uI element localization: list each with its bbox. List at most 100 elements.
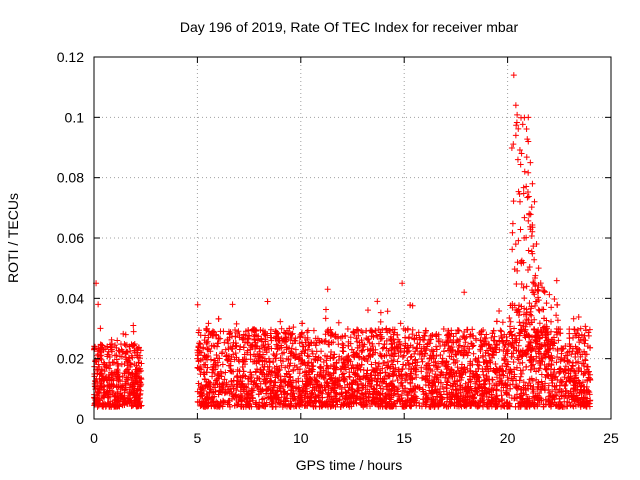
data-point	[101, 400, 108, 407]
data-point	[424, 341, 431, 348]
data-point	[482, 335, 489, 342]
data-point	[353, 378, 360, 385]
data-point	[548, 401, 555, 408]
data-point	[391, 399, 398, 406]
data-point	[114, 337, 121, 344]
data-point	[336, 391, 343, 398]
data-point	[326, 341, 333, 348]
data-point	[475, 359, 482, 366]
data-point	[299, 343, 306, 350]
data-point	[217, 368, 224, 375]
data-point	[547, 392, 554, 399]
data-point	[506, 323, 513, 330]
data-point	[525, 247, 532, 254]
data-point	[272, 355, 279, 362]
data-point	[452, 381, 459, 388]
data-point	[404, 357, 411, 364]
data-point	[267, 334, 274, 341]
data-point	[272, 403, 279, 410]
data-point	[333, 390, 340, 397]
data-point	[557, 403, 564, 410]
data-point	[132, 397, 139, 404]
data-point	[281, 338, 288, 345]
data-point	[355, 387, 362, 394]
data-point	[556, 382, 563, 389]
data-point	[243, 395, 250, 402]
data-point	[397, 341, 404, 348]
data-point	[205, 320, 212, 327]
data-point	[335, 357, 342, 364]
data-point	[421, 332, 428, 339]
data-point	[536, 350, 543, 357]
data-point	[359, 341, 366, 348]
data-point	[415, 384, 422, 391]
data-point	[515, 356, 522, 363]
data-point	[475, 365, 482, 372]
data-point	[462, 384, 469, 391]
data-point	[344, 326, 351, 333]
data-point	[527, 159, 534, 166]
y-tick-label: 0.12	[57, 49, 84, 65]
data-point	[406, 388, 413, 395]
data-point	[379, 398, 386, 405]
data-point	[390, 336, 397, 343]
data-point	[574, 327, 581, 334]
data-point	[299, 320, 306, 327]
data-point	[473, 372, 480, 379]
y-axis-label: ROTI / TECUs	[5, 193, 21, 283]
data-point	[136, 399, 143, 406]
data-point	[322, 373, 329, 380]
data-point	[347, 334, 354, 341]
data-point	[211, 393, 218, 400]
data-point	[261, 347, 268, 354]
data-point	[529, 180, 536, 187]
data-point	[350, 329, 357, 336]
data-point	[298, 339, 305, 346]
data-point	[108, 376, 115, 383]
data-point	[521, 214, 528, 221]
data-point	[284, 395, 291, 402]
grid-lines	[94, 57, 611, 419]
data-point	[273, 341, 280, 348]
data-point	[111, 359, 118, 366]
data-point	[98, 384, 105, 391]
data-point	[520, 367, 527, 374]
data-point	[218, 389, 225, 396]
data-point	[553, 312, 560, 319]
data-point	[108, 381, 115, 388]
data-point	[454, 364, 461, 371]
data-point	[208, 342, 215, 349]
data-point	[98, 377, 105, 384]
data-point	[479, 368, 486, 375]
data-point	[513, 364, 520, 371]
data-point	[229, 381, 236, 388]
data-point	[398, 373, 405, 380]
data-point	[402, 327, 409, 334]
data-point	[517, 198, 524, 205]
data-point	[503, 333, 510, 340]
data-point	[519, 395, 526, 402]
data-point	[566, 340, 573, 347]
data-point	[258, 335, 265, 342]
data-point	[407, 402, 414, 409]
data-point	[399, 366, 406, 373]
data-point	[521, 168, 528, 175]
data-point	[330, 354, 337, 361]
data-point	[480, 399, 487, 406]
data-point	[576, 390, 583, 397]
data-point	[301, 394, 308, 401]
data-point	[126, 363, 133, 370]
data-point	[581, 348, 588, 355]
data-point	[548, 357, 555, 364]
data-point	[581, 363, 588, 370]
data-point	[295, 378, 302, 385]
data-point	[286, 345, 293, 352]
data-point	[418, 403, 425, 410]
data-point	[439, 383, 446, 390]
data-point	[309, 389, 316, 396]
data-point	[294, 366, 301, 373]
data-point	[227, 367, 234, 374]
data-point	[525, 193, 532, 200]
data-point	[555, 337, 562, 344]
data-point	[506, 370, 513, 377]
